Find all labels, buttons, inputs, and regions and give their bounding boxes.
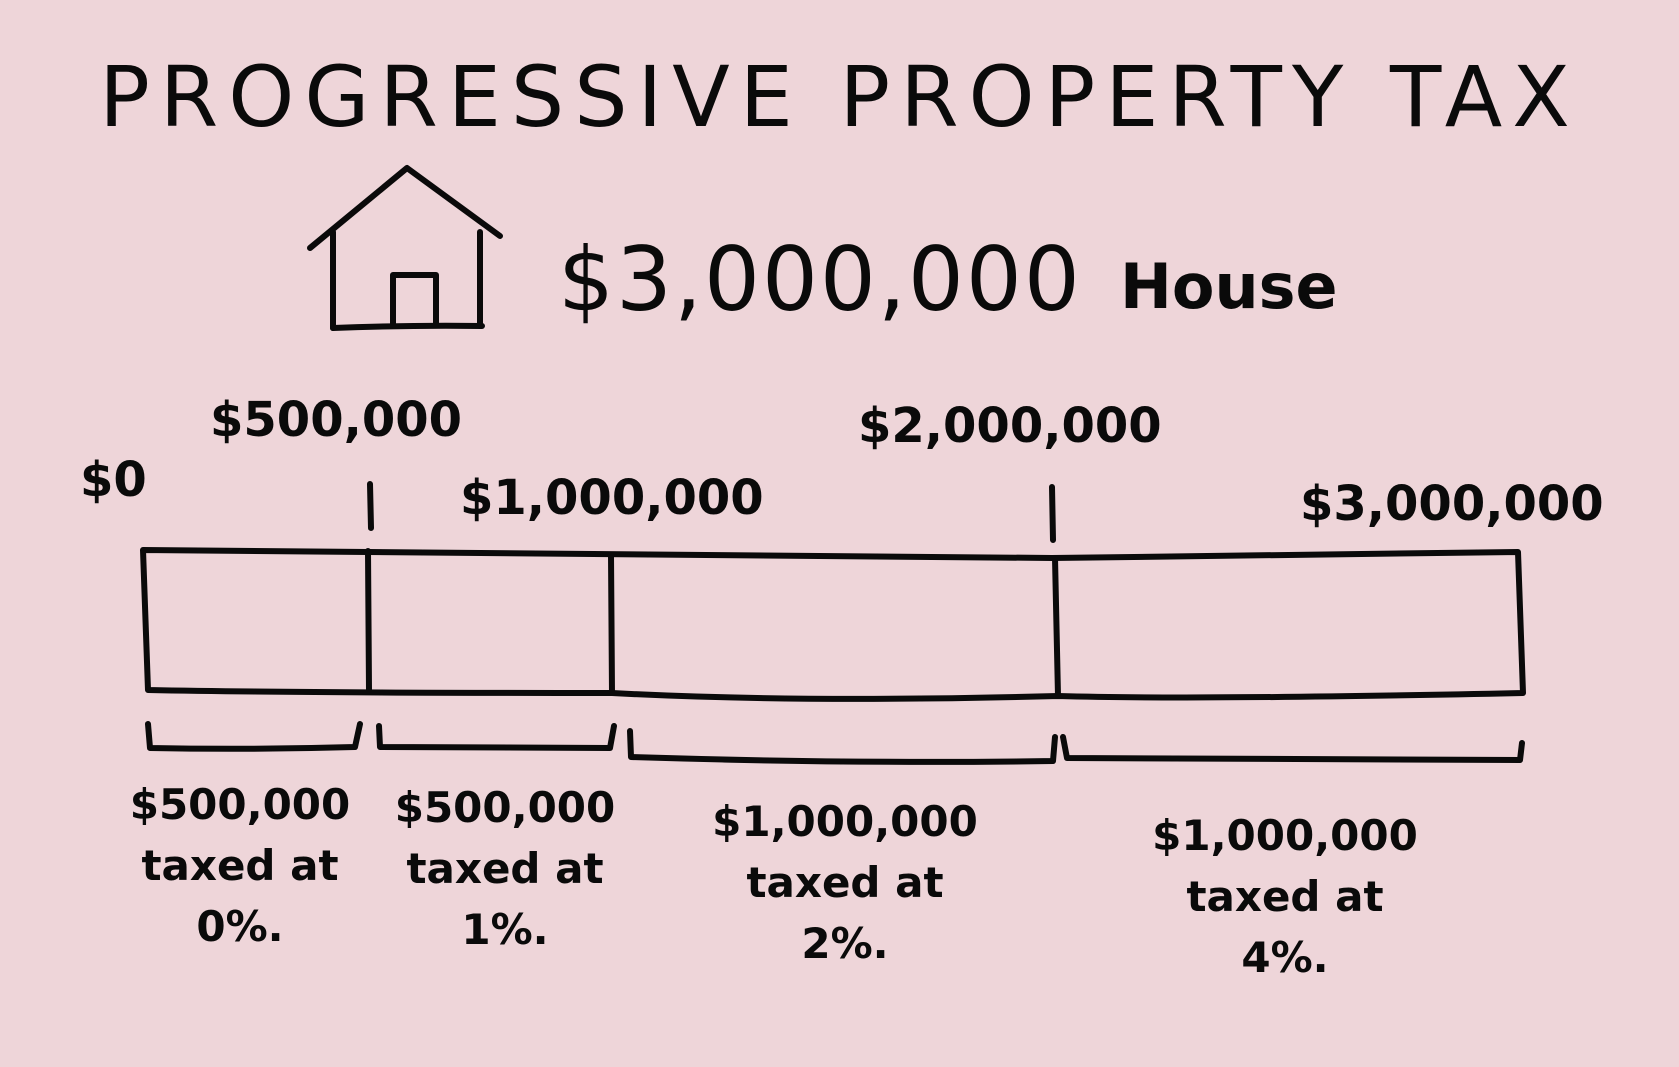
bracket-amount: $500,000 [394,783,616,832]
house-icon [307,165,503,331]
tick-label-0: $0 [80,452,147,508]
tick-label-3m: $3,000,000 [1300,476,1604,532]
bracket-taxed-text: taxed at [141,840,339,890]
tick-label-2m: $2,000,000 [858,398,1162,454]
bracket-taxed-text: taxed at [1186,871,1384,921]
divider-2m [1052,555,1061,699]
bracket-3-label: $1,000,000 taxed at 4%. [1105,806,1465,989]
tick-mark-500k [367,481,374,531]
bracket-rate: 2%. [801,918,889,968]
bracket-taxed-text: taxed at [406,843,604,893]
bracket-2-label: $1,000,000 taxed at 2%. [680,792,1010,975]
tick-label-1m: $1,000,000 [460,470,764,526]
bracket-rate: 4%. [1241,932,1329,982]
page-title: PROGRESSIVE PROPERTY TAX [99,48,1580,146]
bracket-amount: $1,000,000 [712,797,978,846]
house-price: $3,000,000 [558,228,1082,331]
bracket-taxed-text: taxed at [746,857,944,907]
bracket-amount: $1,000,000 [1152,811,1418,860]
tick-label-500k: $500,000 [210,392,463,448]
bracket-braces [145,721,1525,765]
bracket-1-label: $500,000 taxed at 1%. [380,778,630,961]
house-label: House [1120,250,1338,323]
tax-bar [140,547,1526,702]
divider-500k [365,548,372,693]
tick-mark-2m [1049,484,1056,543]
bracket-0-label: $500,000 taxed at 0%. [100,775,380,958]
divider-1m [608,552,615,696]
bracket-rate: 0%. [196,901,284,951]
bracket-amount: $500,000 [129,780,351,829]
bracket-rate: 1%. [461,904,549,954]
